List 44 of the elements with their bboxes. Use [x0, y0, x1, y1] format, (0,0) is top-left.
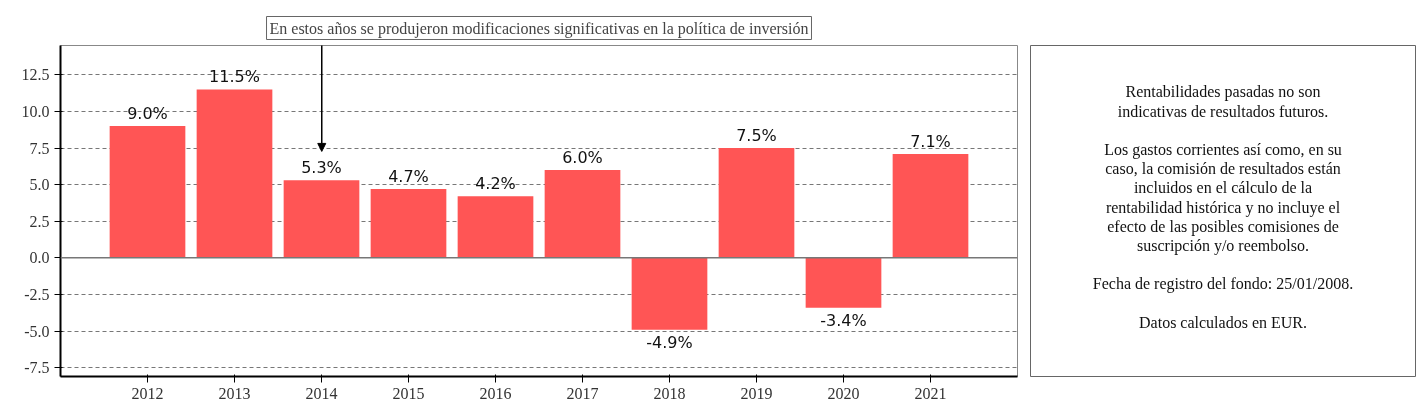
y-tick-label: -2.5: [24, 285, 50, 303]
x-tick-label: 2015: [392, 384, 425, 402]
bar: [283, 180, 360, 258]
bar: [109, 126, 186, 258]
y-tick-label: -7.5: [24, 359, 50, 377]
y-tick-label: 2.5: [29, 212, 50, 230]
data-label: -3.4%: [820, 310, 867, 330]
text: Fecha de registro del fondo: 25/01/2008.: [1092, 275, 1354, 294]
x-tick-label: 2012: [131, 384, 164, 402]
text: Rentabilidades pasadas no son indicativas de resultados futuros.: [1117, 83, 1329, 120]
data-label: 7.1%: [910, 131, 951, 151]
y-tick-label: 5.0: [29, 176, 50, 194]
y-tick-label: 7.5: [29, 139, 50, 157]
data-label: 5.3%: [301, 158, 342, 178]
bar: [544, 169, 621, 258]
bar: [196, 89, 273, 258]
x-tick-label: 2017: [566, 384, 599, 402]
x-tick-label: 2020: [827, 384, 860, 402]
bar: [892, 153, 969, 258]
x-tick-label: 2021: [914, 384, 947, 402]
text: Datos calculados en EUR.: [1139, 313, 1307, 331]
bar: [370, 189, 447, 258]
y-tick-label: 10.0: [21, 102, 50, 120]
text: En estos años se produjeron modificaciones significativas en la política de inversión: [269, 19, 809, 38]
bar: [631, 257, 708, 330]
x-tick-label: 2018: [653, 384, 686, 402]
bar: [718, 148, 795, 258]
x-tick-label: 2014: [305, 384, 338, 402]
data-label: 4.7%: [388, 167, 429, 187]
y-tick-label: -5.0: [24, 322, 50, 340]
bar: [457, 196, 534, 258]
data-label: 7.5%: [736, 126, 777, 146]
data-label: 9.0%: [127, 104, 168, 124]
bar: [805, 257, 882, 308]
data-label: -4.9%: [646, 332, 693, 352]
y-tick-label: 12.5: [21, 66, 50, 84]
x-tick-label: 2013: [218, 384, 251, 402]
x-tick-label: 2019: [740, 384, 773, 402]
data-label: 4.2%: [475, 174, 516, 194]
data-label: 11.5%: [209, 67, 260, 87]
data-label: 6.0%: [562, 147, 603, 167]
y-tick-label: 0.0: [29, 249, 50, 267]
text: Los gastos corrientes así como, en su caso, la comisión de resultados están incluidos en el cálculo de la rentabilidad histórica y no incluye el efecto de las posibles comisiones de suscripción y/o reembolso.: [1104, 140, 1342, 255]
x-tick-label: 2016: [479, 384, 512, 402]
